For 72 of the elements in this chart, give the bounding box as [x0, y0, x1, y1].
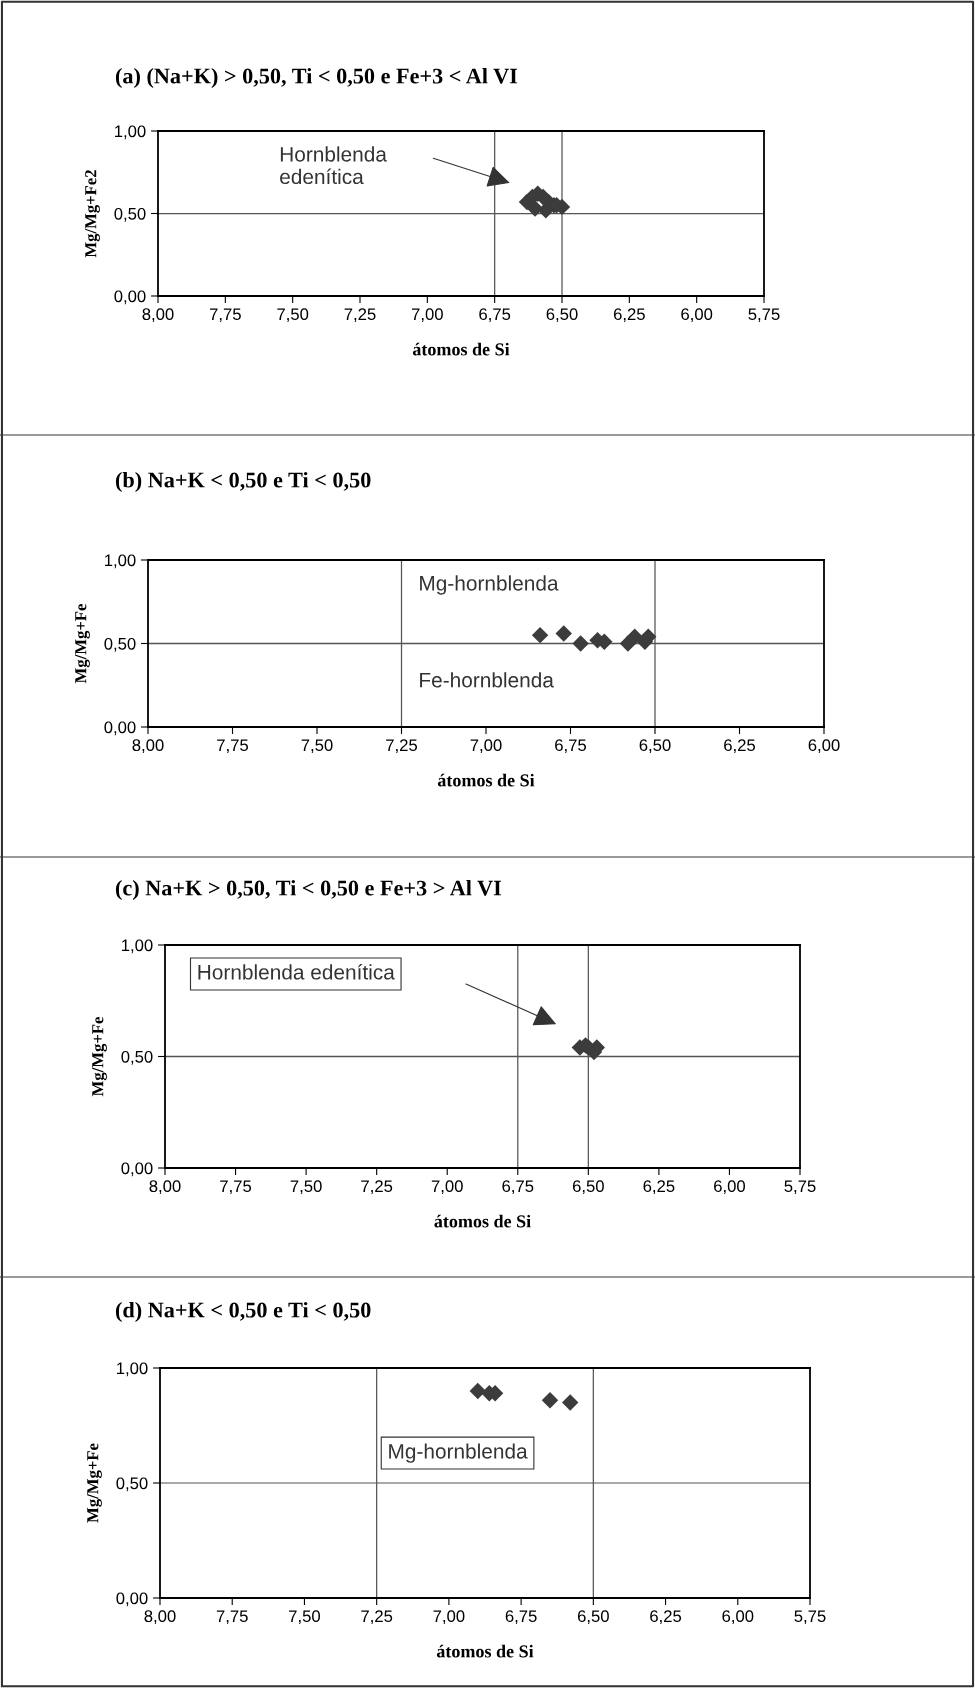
- x-tick-label: 6,00: [722, 1610, 754, 1625]
- x-tick-label: 6,25: [650, 1610, 682, 1625]
- x-tick-label: 5,75: [748, 308, 780, 323]
- annotation: Hornblenda edenítica: [198, 964, 395, 980]
- x-tick-label: 8,00: [144, 1610, 176, 1625]
- y-axis-title: Mg/Mg+Fe: [75, 604, 90, 684]
- x-tick-label: 5,75: [794, 1610, 826, 1625]
- x-axis-title: átomos de Si: [437, 773, 535, 787]
- y-tick-label: 0,50: [114, 207, 146, 222]
- chart-title: (c) Na+K > 0,50, Ti < 0,50 e Fe+3 > Al VI: [115, 879, 502, 901]
- x-tick-label: 7,50: [289, 1610, 321, 1625]
- x-tick-label: 7,00: [433, 1610, 465, 1625]
- point: [626, 628, 643, 646]
- x-tick-label: 6,75: [505, 1610, 537, 1625]
- y-tick-label: 0,00: [121, 1162, 153, 1177]
- chart-title: (a) (Na+K) > 0,50, Ti < 0,50 e Fe+3 < Al VI: [115, 67, 518, 89]
- y-tick-label: 0,00: [114, 290, 146, 305]
- annotation: Hornblenda edenítica: [280, 146, 387, 185]
- x-tick-label: 8,00: [132, 739, 164, 754]
- x-tick-label: 7,25: [361, 1180, 393, 1195]
- y-tick-label: 0,00: [104, 721, 136, 736]
- x-tick-label: 7,00: [470, 739, 502, 754]
- x-tick-label: 6,50: [639, 739, 671, 754]
- y-tick-label: 0,50: [116, 1477, 148, 1492]
- x-tick-label: 7,00: [431, 1180, 463, 1195]
- x-tick-label: 7,75: [209, 308, 241, 323]
- point: [531, 626, 549, 644]
- y-axis-title: Mg/Mg+Fe2: [85, 170, 100, 258]
- x-tick-label: 6,50: [577, 1610, 609, 1625]
- x-tick-label: 6,75: [502, 1180, 534, 1195]
- x-tick-label: 7,25: [344, 308, 376, 323]
- point: [555, 625, 572, 642]
- y-tick-label: 1,00: [105, 554, 136, 569]
- x-tick-label: 6,75: [555, 739, 587, 754]
- x-tick-label: 7,25: [361, 1610, 393, 1625]
- x-tick-label: 5,75: [784, 1180, 816, 1195]
- y-axis-title: Mg/Mg+Fe: [87, 1443, 102, 1523]
- x-tick-label: 7,50: [290, 1180, 322, 1195]
- y-tick-label: 1,00: [122, 939, 153, 954]
- y-tick-label: 1,00: [115, 125, 146, 140]
- x-tick-label: 8,00: [142, 308, 174, 323]
- y-tick-label: 0,00: [116, 1592, 148, 1607]
- x-tick-label: 7,75: [220, 1180, 252, 1195]
- x-axis-title: átomos de Si: [434, 1214, 531, 1228]
- x-tick-label: 6,00: [681, 308, 713, 323]
- y-tick-label: 0,50: [104, 637, 136, 652]
- x-tick-label: 7,50: [277, 308, 309, 323]
- x-tick-label: 7,75: [216, 1610, 248, 1625]
- x-tick-label: 6,25: [613, 308, 645, 323]
- x-tick-label: 6,50: [546, 308, 578, 323]
- x-tick-label: 6,75: [479, 308, 511, 323]
- y-tick-label: 0,50: [121, 1050, 153, 1065]
- x-tick-label: 6,00: [714, 1180, 746, 1195]
- point: [572, 635, 589, 652]
- x-axis-title: átomos de Si: [412, 342, 510, 356]
- x-tick-label: 6,50: [572, 1180, 604, 1195]
- chart-title: (b) Na+K < 0,50 e Ti < 0,50: [115, 471, 371, 493]
- x-tick-label: 6,25: [643, 1180, 675, 1195]
- y-axis-title: Mg/Mg+Fe: [92, 1017, 107, 1097]
- x-tick-label: 6,00: [808, 739, 840, 754]
- x-tick-label: 7,00: [411, 308, 443, 323]
- annotation: Mg-hornblenda: [420, 575, 559, 595]
- annotation: Mg-hornblenda: [389, 1443, 528, 1463]
- chart-title: (d) Na+K < 0,50 e Ti < 0,50: [115, 1301, 371, 1323]
- x-tick-label: 7,75: [217, 739, 249, 754]
- annotation: Fe-hornblenda: [420, 672, 554, 688]
- x-tick-label: 6,25: [724, 739, 756, 754]
- x-tick-label: 8,00: [149, 1180, 181, 1195]
- x-tick-label: 7,50: [301, 739, 333, 754]
- y-tick-label: 1,00: [117, 1362, 148, 1377]
- x-tick-label: 7,25: [386, 739, 418, 754]
- x-axis-title: átomos de Si: [436, 1644, 534, 1658]
